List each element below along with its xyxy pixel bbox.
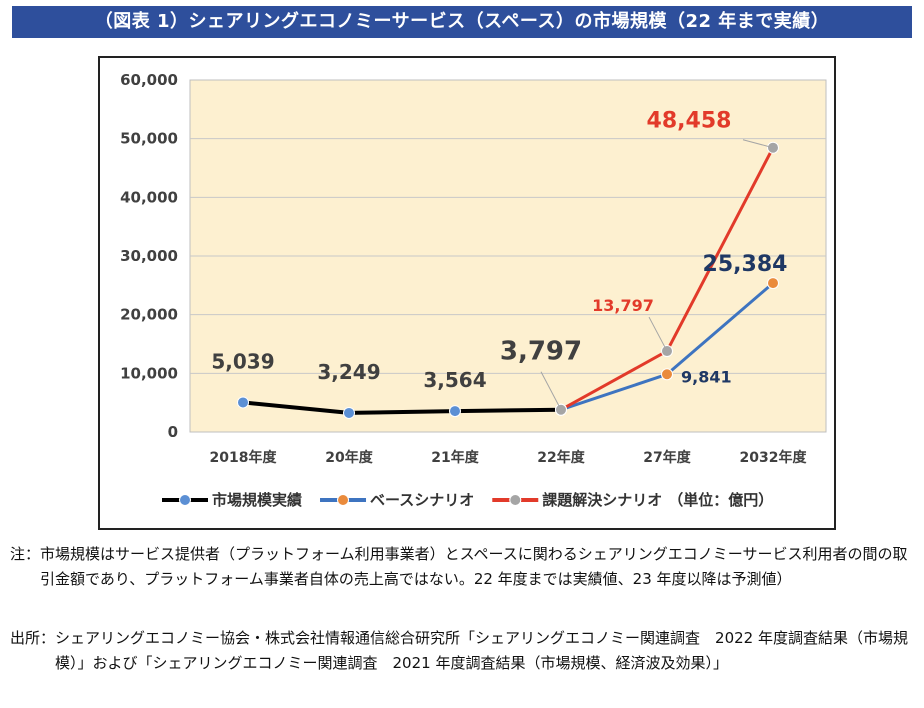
leader-line xyxy=(742,139,774,149)
y-tick-label: 60,000 xyxy=(120,71,178,89)
note-text: 市場規模はサービス提供者（プラットフォーム利用事業者）とスペースに関わるシェアリ… xyxy=(40,545,908,588)
data-label: 9,841 xyxy=(681,367,732,386)
data-point xyxy=(237,396,249,409)
line-chart: 0 10,000 20,000 30,000 40,000 50,000 60,000 201… xyxy=(120,71,827,509)
x-tick-label: 21年度 xyxy=(431,449,479,466)
source-label: 出所： xyxy=(10,629,56,647)
legend-label: 課題解決シナリオ xyxy=(542,491,662,509)
source-text: シェアリングエコノミー協会・株式会社情報通信総合研究所「シェアリングエコノミー関… xyxy=(55,629,908,672)
data-label: 25,384 xyxy=(703,252,788,277)
data-label: 5,039 xyxy=(211,349,274,373)
legend-marker xyxy=(337,494,350,506)
legend-marker xyxy=(509,494,522,506)
data-point xyxy=(767,277,779,290)
data-point xyxy=(343,406,355,419)
chart-container: 0 10,000 20,000 30,000 40,000 50,000 60,000 201… xyxy=(98,56,836,530)
y-tick-label: 20,000 xyxy=(120,306,178,324)
unit-note: （単位：億円） xyxy=(668,491,773,509)
data-label: 3,797 xyxy=(500,337,582,367)
data-label: 13,797 xyxy=(592,296,654,315)
legend-marker xyxy=(179,494,191,506)
note: 注： 市場規模はサービス提供者（プラットフォーム利用事業者）とスペースに関わるシ… xyxy=(10,542,914,592)
x-tick-label: 2032年度 xyxy=(740,449,808,466)
x-tick-label: 20年度 xyxy=(325,449,373,466)
y-tick-label: 10,000 xyxy=(120,364,178,382)
y-tick-label: 30,000 xyxy=(120,247,178,265)
x-tick-label: 27年度 xyxy=(643,449,691,466)
data-point xyxy=(767,141,779,154)
leader-line xyxy=(540,371,562,410)
data-point xyxy=(449,405,461,418)
legend-label: 市場規模実績 xyxy=(212,491,302,509)
source: 出所： シェアリングエコノミー協会・株式会社情報通信総合研究所「シェアリングエコ… xyxy=(10,626,914,676)
data-label: 3,564 xyxy=(423,368,486,392)
leader-line xyxy=(648,316,668,352)
x-tick-label: 22年度 xyxy=(537,449,585,466)
y-tick-label: 50,000 xyxy=(120,130,178,148)
note-label: 注： xyxy=(10,545,41,563)
data-label: 3,249 xyxy=(317,360,380,384)
data-point xyxy=(661,368,673,381)
y-tick-label: 0 xyxy=(168,423,178,441)
x-tick-label: 2018年度 xyxy=(210,449,278,466)
legend-label: ベースシナリオ xyxy=(370,491,474,509)
y-tick-label: 40,000 xyxy=(120,188,178,206)
page-title: （図表 1）シェアリングエコノミーサービス（スペース）の市場規模（22 年まで実… xyxy=(12,6,912,38)
data-label: 48,458 xyxy=(647,109,732,134)
series-line xyxy=(242,400,562,415)
